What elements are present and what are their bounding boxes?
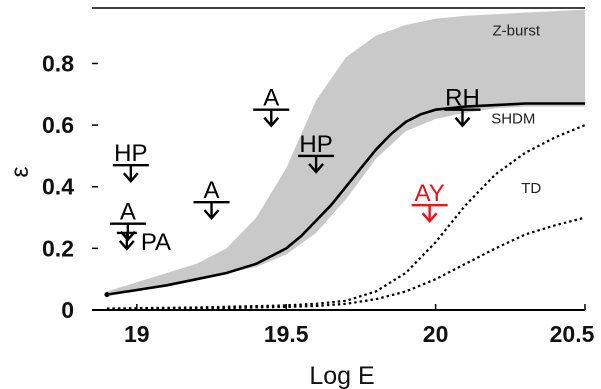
x-axis-ticks: 19 19.5 20 20.5: [124, 304, 595, 347]
limit-label: RH: [445, 85, 480, 112]
down-arrow-icon: [203, 209, 220, 220]
y-axis-ticks: 0 0.2 0.4 0.6 0.8: [42, 50, 98, 323]
series-2-line: [106, 216, 586, 311]
shdm-line: [106, 102, 585, 296]
upper-limit-hp: HP: [298, 131, 335, 174]
upper-limit-pa: PA: [116, 229, 171, 256]
series-start-point: [104, 292, 110, 298]
limit-label: A: [204, 177, 220, 204]
down-arrow-icon: [454, 116, 471, 128]
down-arrow-icon: [308, 163, 324, 174]
limit-label: A: [263, 85, 279, 112]
limit-label: PA: [141, 229, 171, 256]
down-arrow-icon: [122, 172, 139, 183]
curve-label-td: TD: [521, 180, 541, 197]
curve-label-shdm: SHDM: [491, 111, 535, 128]
limit-label: HP: [114, 140, 147, 167]
y-axis-label: ε: [6, 166, 34, 177]
z-burst-band: [106, 9, 586, 295]
y-tick-label: 0.6: [42, 112, 74, 138]
x-axis-label: Log E: [309, 362, 374, 389]
upper-limit-a: A: [193, 177, 230, 220]
down-arrow-icon: [118, 240, 135, 251]
y-tick-label: 0: [61, 297, 74, 323]
upper-limit-a: A: [253, 85, 290, 128]
limit-label: AY: [415, 180, 445, 207]
limit-label: A: [120, 199, 136, 226]
x-tick-label: 20.5: [550, 321, 595, 347]
limit-label: HP: [299, 131, 332, 158]
upper-limit-rh: RH: [444, 85, 481, 128]
x-tick-label: 19.5: [264, 321, 309, 347]
y-tick-label: 0.4: [42, 174, 74, 200]
y-tick-label: 0.8: [42, 50, 74, 76]
down-arrow-icon: [263, 116, 280, 128]
down-arrow-icon: [421, 212, 438, 224]
x-tick-label: 20: [423, 321, 449, 347]
curve-label-z-burst: Z-burst: [493, 23, 541, 40]
x-tick-label: 19: [124, 321, 150, 347]
upper-limit-ay: AY: [411, 180, 448, 224]
y-tick-label: 0.2: [42, 235, 74, 261]
upper-limit-hp: HP: [112, 140, 149, 183]
